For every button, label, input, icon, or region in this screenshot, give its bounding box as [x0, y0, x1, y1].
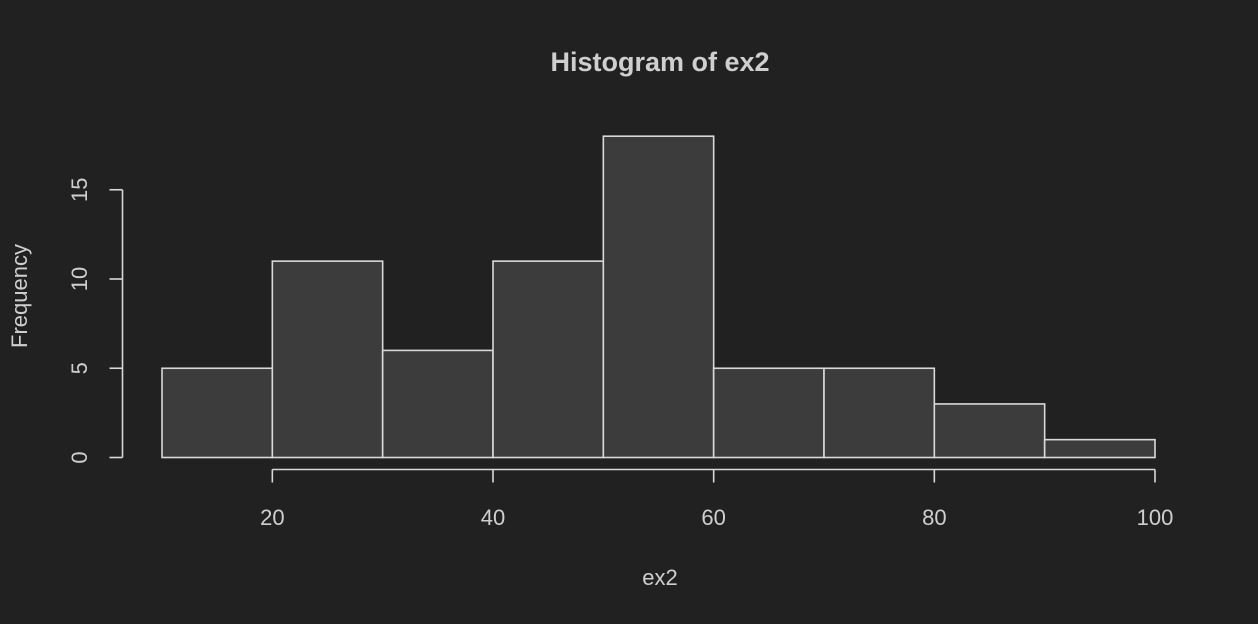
- y-tick-label-0: 0: [67, 451, 92, 463]
- histogram-bar-7: [933, 403, 1046, 459]
- histogram-bar-8: [1043, 438, 1156, 459]
- x-tick-label-4: 100: [1137, 505, 1174, 530]
- histogram-bar-2: [381, 349, 494, 459]
- y-axis: 0 5 10 15: [67, 178, 124, 464]
- chart-title: Histogram of ex2: [550, 47, 769, 77]
- histogram-bar-5: [712, 367, 825, 459]
- histogram-bar-0: [161, 367, 274, 459]
- histogram-bar-6: [823, 367, 936, 459]
- bars-group: [161, 135, 1156, 459]
- x-tick-label-3: 80: [922, 505, 946, 530]
- y-axis-label: Frequency: [7, 244, 32, 348]
- x-tick-label-0: 20: [260, 505, 284, 530]
- histogram-bar-4: [602, 135, 715, 459]
- y-tick-label-3: 15: [67, 178, 92, 202]
- histogram-bar-3: [492, 260, 605, 459]
- x-tick-label-2: 60: [701, 505, 725, 530]
- y-tick-label-1: 5: [67, 362, 92, 374]
- histogram-bar-1: [271, 260, 384, 459]
- x-axis: 20 40 60 80 100: [260, 468, 1174, 530]
- x-axis-label: ex2: [642, 565, 677, 590]
- y-tick-label-2: 10: [67, 267, 92, 291]
- x-tick-label-1: 40: [481, 505, 505, 530]
